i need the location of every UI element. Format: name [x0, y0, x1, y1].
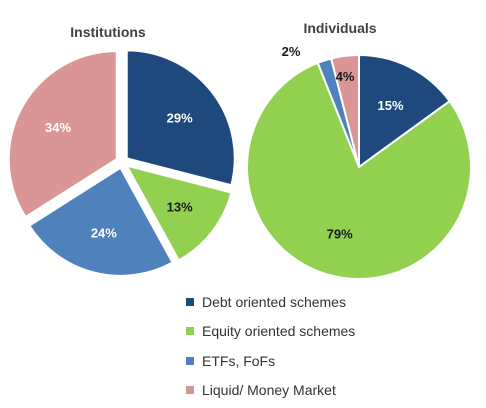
pie-institutions: Institutions 29% 13% 24% 34%	[7, 24, 236, 277]
legend-swatch-equity	[186, 327, 194, 336]
legend-label-equity: Equity oriented schemes	[202, 323, 356, 340]
pie-slice-etf	[27, 166, 174, 277]
slice-label-equity: 79%	[327, 227, 353, 242]
legend-label-liquid: Liquid/ Money Market	[202, 382, 336, 399]
pie-slice-liquid	[7, 50, 118, 219]
slice-label-etf: 24%	[91, 226, 117, 241]
pie-slice-liquid	[329, 53, 360, 168]
pie-individuals: Individuals 15% 79% 2% 4%	[246, 20, 472, 280]
chart-legend: Debt oriented schemes Equity oriented sc…	[186, 287, 355, 405]
slice-label-equity: 13%	[167, 200, 193, 215]
legend-item-equity: Equity oriented schemes	[186, 317, 355, 347]
legend-swatch-debt	[186, 297, 194, 306]
legend-label-etf: ETFs, FoFs	[202, 352, 276, 369]
pie-slice-debt	[125, 49, 236, 187]
slice-label-debt: 15%	[378, 98, 404, 113]
pie-title: Institutions	[70, 24, 146, 40]
slice-label-liquid: 34%	[45, 120, 71, 135]
legend-item-debt: Debt oriented schemes	[186, 287, 355, 317]
slice-label-etf: 2%	[282, 44, 301, 59]
pie-slice-equity	[246, 61, 472, 280]
legend-item-etf: ETFs, FoFs	[186, 346, 355, 376]
legend-swatch-etf	[186, 356, 194, 365]
slice-label-debt: 29%	[167, 110, 193, 125]
pie-title: Individuals	[303, 20, 376, 36]
pie-slice-debt	[358, 53, 452, 169]
legend-item-liquid: Liquid/ Money Market	[186, 376, 355, 406]
legend-swatch-liquid	[186, 386, 194, 395]
slice-label-liquid: 4%	[336, 69, 355, 84]
legend-label-debt: Debt oriented schemes	[202, 293, 346, 310]
pie-slice-equity	[124, 164, 233, 262]
